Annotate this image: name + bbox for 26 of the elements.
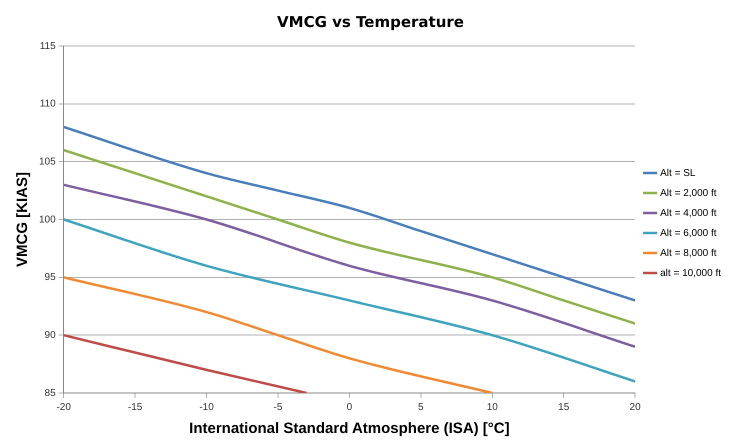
legend-label: Alt = 2,000 ft: [660, 188, 717, 199]
y-tick-label: 85: [44, 388, 56, 399]
x-tick-label: -5: [274, 402, 283, 413]
x-tick-label: -15: [128, 402, 143, 413]
y-tick-label: 105: [38, 156, 56, 168]
y-tick-label: 95: [44, 272, 56, 284]
chart-title: VMCG vs Temperature: [277, 12, 464, 31]
y-tick-label: 90: [44, 330, 56, 341]
legend-label: alt = 10,000 ft: [660, 268, 722, 279]
legend-label: Alt = SL: [660, 168, 696, 179]
legend-label: Alt = 6,000 ft: [660, 228, 717, 239]
y-tick-label: 110: [40, 98, 56, 110]
legend-label: Alt = 8,000 ft: [660, 248, 717, 259]
x-tick-label: 15: [558, 402, 570, 413]
x-tick-label: -20: [56, 402, 72, 413]
line-series: [64, 276, 494, 393]
x-axis-title: International Standard Atmosphere (ISA) [°C]: [189, 420, 510, 438]
x-tick-label: 10: [486, 402, 498, 413]
y-axis-title: VMCG [KIAS]: [14, 172, 32, 267]
x-tick-label: 0: [346, 402, 353, 413]
legend-label: Alt = 4,000 ft: [660, 208, 717, 219]
x-tick-label: 5: [418, 402, 424, 413]
x-tick-label: -10: [199, 402, 214, 413]
y-tick-label: 100: [38, 214, 56, 226]
x-tick-label: 20: [630, 402, 642, 413]
y-tick-label: 115: [40, 40, 56, 52]
